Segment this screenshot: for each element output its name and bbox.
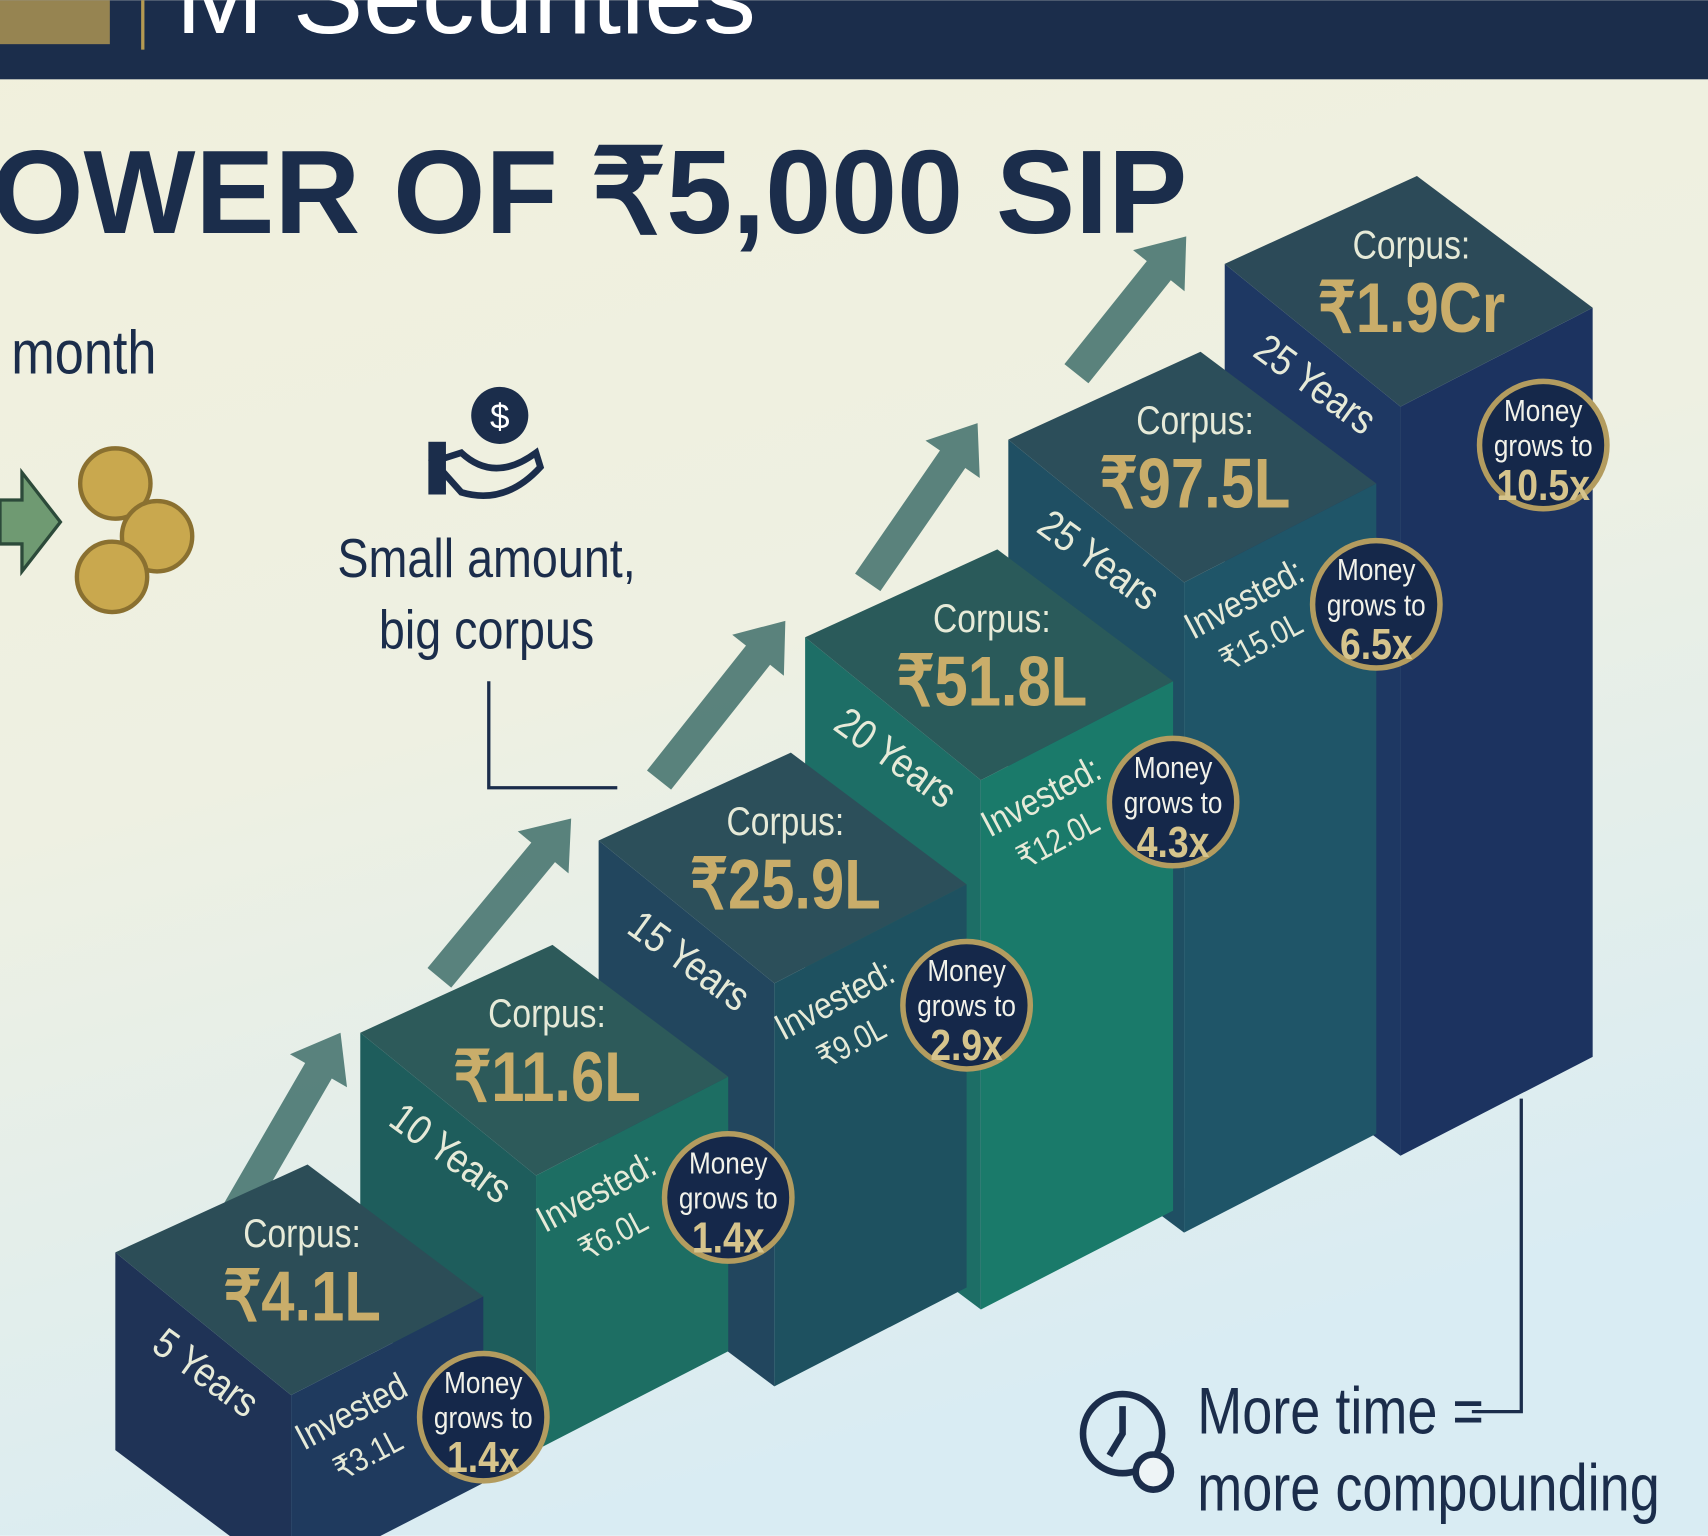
subtitle: month — [11, 319, 156, 388]
growth-label: Money — [689, 1146, 768, 1180]
corpus-label: Corpus: — [1136, 399, 1254, 443]
corpus-value: ₹11.6L — [453, 1037, 640, 1116]
growth-value: 10.5x — [1497, 460, 1591, 510]
growth-label: Money — [1134, 751, 1213, 785]
growth-value: 1.4x — [692, 1213, 765, 1263]
growth-label: grows to — [1494, 429, 1593, 463]
corpus-value: ₹25.9L — [690, 845, 881, 924]
growth-value: 6.5x — [1340, 619, 1413, 669]
callout-line: big corpus — [379, 599, 594, 660]
infographic: M Securities OWER OF ₹5,000 SIP month $ … — [0, 0, 1708, 1536]
growth-label: grows to — [917, 989, 1016, 1023]
corpus-value: ₹4.1L — [223, 1257, 381, 1336]
growth-value: 2.9x — [930, 1020, 1003, 1070]
corpus-label: Corpus: — [488, 992, 606, 1036]
page: M Securities OWER OF ₹5,000 SIP month $ … — [0, 0, 1708, 1536]
corpus-label: Corpus: — [1353, 223, 1471, 267]
corpus-label: Corpus: — [727, 799, 845, 843]
growth-value: 1.4x — [447, 1432, 520, 1482]
corpus-value: ₹51.8L — [896, 642, 1087, 721]
corpus-value: ₹97.5L — [1100, 444, 1291, 523]
growth-label: Money — [1504, 394, 1583, 428]
growth-value: 4.3x — [1137, 817, 1210, 867]
growth-label: Money — [444, 1366, 523, 1400]
corpus-label: Corpus: — [243, 1211, 361, 1255]
growth-label: Money — [1337, 553, 1416, 587]
corpus-value: ₹1.9Cr — [1318, 268, 1505, 347]
growth-label: grows to — [1124, 786, 1223, 820]
corpus-label: Corpus: — [933, 596, 1051, 640]
growth-label: grows to — [1327, 588, 1426, 622]
growth-label: grows to — [679, 1182, 778, 1216]
logo — [0, 0, 110, 44]
growth-label: Money — [927, 954, 1006, 988]
footer-line: More time = — [1197, 1373, 1484, 1447]
growth-label: grows to — [434, 1401, 533, 1435]
svg-text:$: $ — [490, 398, 510, 437]
brand: M Securities — [176, 0, 756, 56]
title: OWER OF ₹5,000 SIP — [0, 127, 1187, 259]
footer-line: more compounding — [1197, 1450, 1660, 1524]
callout-line: Small amount, — [337, 527, 635, 588]
